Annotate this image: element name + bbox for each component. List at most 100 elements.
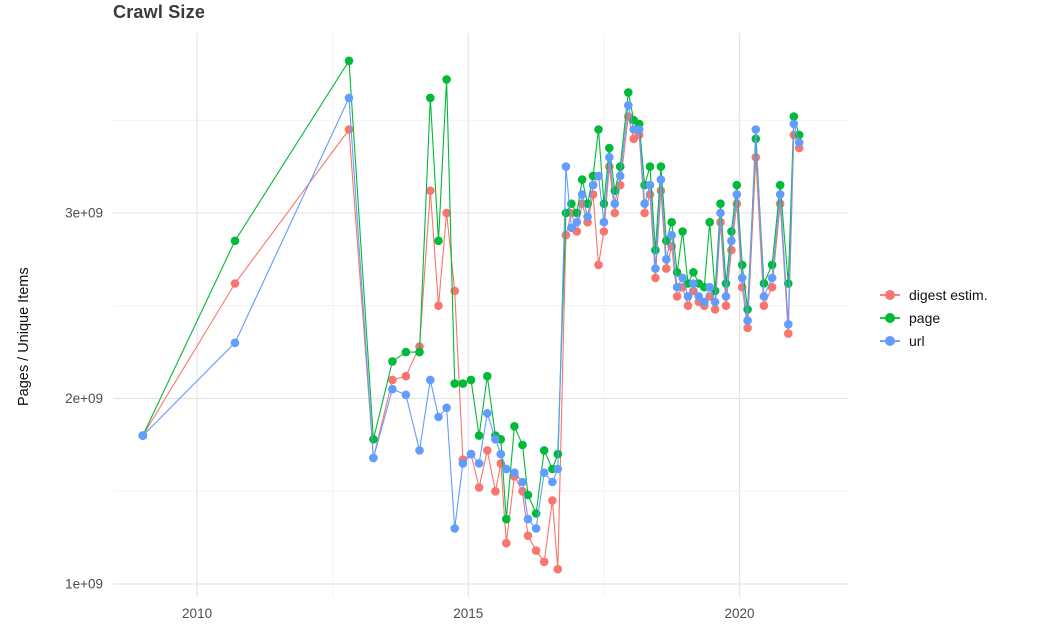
data-point: [434, 236, 443, 246]
data-point: [588, 180, 598, 190]
data-point: [794, 130, 804, 140]
data-point: [138, 431, 148, 440]
data-point: [759, 292, 769, 301]
data-point: [634, 125, 644, 134]
legend-label-digest-estim: digest estim.: [909, 287, 988, 303]
data-point: [458, 459, 468, 468]
data-point: [737, 273, 747, 283]
data-point: [230, 279, 240, 288]
data-point: [502, 464, 511, 474]
data-point: [502, 538, 511, 548]
data-point: [615, 162, 625, 171]
data-point: [689, 268, 698, 277]
data-point: [784, 320, 793, 329]
minor-gridlines: [113, 33, 848, 597]
data-point: [491, 435, 500, 444]
data-point: [605, 143, 614, 153]
data-point: [624, 101, 633, 110]
data-point: [539, 557, 549, 567]
data-point: [434, 412, 443, 422]
data-point: [651, 264, 660, 273]
data-point: [751, 153, 761, 162]
data-point: [721, 292, 731, 301]
data-point: [344, 125, 354, 134]
data-point: [727, 236, 736, 246]
data-point: [645, 162, 655, 171]
data-point: [458, 379, 468, 388]
axis-tick-labels: 2010 2015 2020 1e+09 2e+09 3e+09: [65, 205, 754, 621]
data-point: [442, 403, 451, 413]
data-point: [710, 305, 720, 314]
data-point: [732, 190, 742, 199]
data-point: [594, 125, 603, 134]
data-point: [624, 88, 633, 97]
data-point: [678, 227, 687, 236]
data-point: [442, 208, 451, 218]
data-point: [694, 292, 704, 301]
data-point: [577, 175, 587, 184]
legend-label-url: url: [909, 333, 925, 349]
data-point: [727, 245, 736, 255]
data-point: [572, 217, 582, 227]
data-point: [561, 208, 571, 218]
data-point: [640, 199, 649, 208]
data-point: [662, 254, 671, 264]
data-point: [662, 264, 671, 273]
data-point: [662, 236, 671, 246]
data-point: [401, 371, 411, 381]
data-point: [672, 292, 682, 301]
data-point: [483, 409, 492, 418]
data-point: [539, 446, 549, 455]
data-point: [561, 230, 571, 240]
legend-item-digest-estim: digest estim.: [880, 287, 988, 303]
y-axis-title: Pages / Unique Items: [16, 267, 32, 406]
legend: digest estim. page url: [880, 287, 988, 349]
data-point: [678, 273, 687, 283]
data-point: [759, 279, 769, 288]
series-line: [142, 116, 800, 570]
data-point: [483, 446, 492, 455]
legend-label-page: page: [909, 310, 941, 326]
data-point: [450, 524, 460, 533]
y-tick-label: 1e+09: [65, 577, 103, 592]
data-point: [483, 371, 492, 381]
data-point: [553, 564, 563, 574]
data-point: [743, 316, 752, 325]
data-point: [502, 514, 511, 524]
data-point: [705, 217, 714, 227]
data-point: [572, 208, 582, 218]
data-point: [491, 487, 500, 496]
data-point: [567, 223, 576, 233]
data-point: [775, 180, 785, 190]
data-point: [388, 384, 397, 394]
data-point: [401, 347, 411, 357]
data-point: [672, 282, 682, 292]
major-gridlines: [113, 33, 848, 597]
data-point: [369, 435, 378, 444]
data-point: [710, 297, 720, 307]
data-point: [645, 180, 655, 190]
data-point: [553, 464, 563, 474]
data-point: [523, 531, 533, 541]
data-point: [426, 186, 435, 195]
data-point: [640, 208, 649, 218]
data-point: [594, 260, 603, 270]
data-point: [510, 422, 519, 431]
data-point: [401, 390, 411, 400]
chart-title: Crawl Size: [113, 2, 206, 22]
data-point: [426, 93, 435, 103]
data-point: [705, 282, 714, 292]
data-point: [610, 208, 620, 218]
data-point: [344, 93, 354, 103]
data-point: [474, 431, 484, 440]
data-point: [561, 162, 571, 171]
data-point: [656, 162, 666, 171]
data-point: [599, 217, 609, 227]
data-point: [767, 273, 777, 283]
legend-key-dot-icon: [880, 287, 900, 303]
legend-key-dot-icon: [880, 333, 900, 349]
data-point: [789, 119, 799, 129]
data-point: [716, 208, 725, 218]
